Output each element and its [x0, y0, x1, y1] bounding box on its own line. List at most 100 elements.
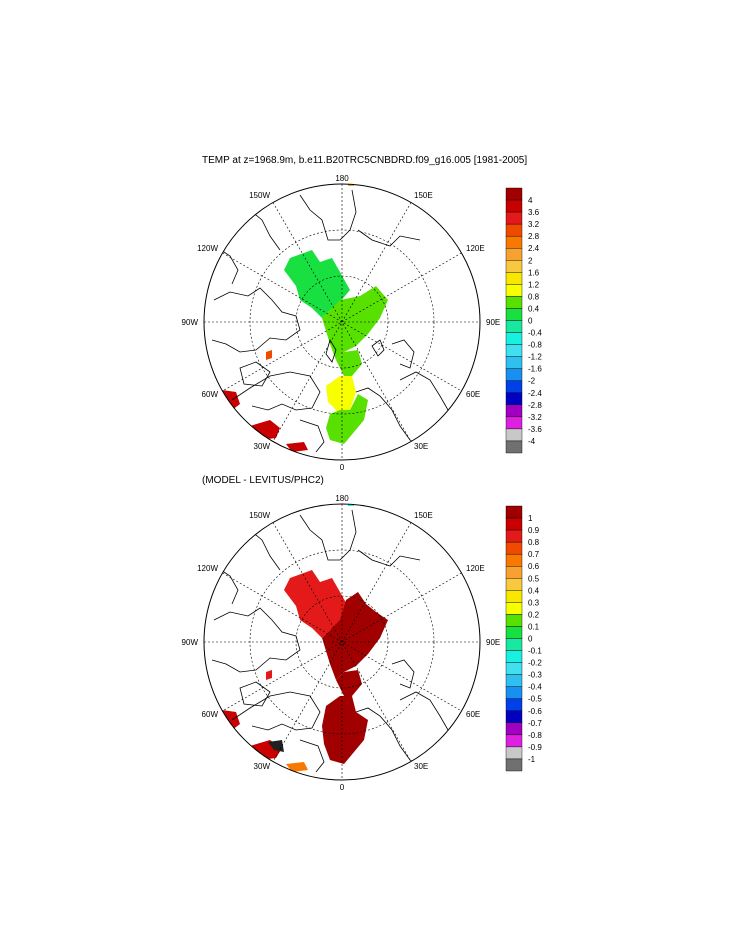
lon-label: 30E [414, 762, 428, 771]
panel1-field [211, 184, 449, 453]
lon-label: 120E [466, 244, 485, 253]
panel1-colorbar-label: 4 [528, 196, 533, 205]
panel1-colorbar-box [505, 380, 523, 393]
panel1-colorbar-box [505, 404, 523, 418]
panel1-graticule [204, 184, 480, 460]
panel2-colorbar-box [505, 566, 523, 579]
panel2-colorbar-label: 0.5 [528, 574, 540, 583]
panel1-colorbar: 4 3.6 3.2 2.8 2.4 2 1.6 1.2 0.8 0.4 0 -0.4 -0.8 -1.2 -… [505, 187, 542, 454]
field-orange-30w [286, 762, 308, 772]
panel2-colorbar-box [505, 674, 523, 687]
lon-label: 30W [254, 762, 271, 771]
lon-label: 150E [414, 511, 433, 520]
panel2-colorbar-label: 0 [528, 635, 533, 644]
panel2-colorbar-box [505, 686, 523, 699]
lon-label: 180 [335, 494, 349, 503]
panel1-map-border [203, 183, 481, 461]
panel2-colorbar-label: -0.2 [528, 659, 542, 668]
field-green-central [322, 286, 388, 360]
panel2-coastlines [211, 509, 449, 773]
panel1-colorbar-label: 3.2 [528, 220, 540, 229]
panel2-colorbar-box [505, 553, 523, 567]
panel1-colorbar-label: -2.8 [528, 401, 542, 410]
panel1-colorbar-box [505, 344, 523, 357]
lon-label: 120W [197, 244, 218, 253]
panel1-colorbar-label: 1.6 [528, 268, 540, 277]
panel2-colorbar-box [505, 602, 523, 615]
panel2-colorbar-label: -0.9 [528, 743, 542, 752]
field-cyan-top [348, 504, 354, 506]
lon-label: 60W [202, 710, 219, 719]
panel1-colorbar-label: -3.2 [528, 413, 542, 422]
panel1-colorbar-label: -1.2 [528, 353, 542, 362]
panel2-colorbar-label: 0.9 [528, 526, 540, 535]
panel1-colorbar-label: 2 [528, 256, 533, 265]
panel2-colorbar-label: 0.7 [528, 550, 540, 559]
lon-label: 0 [340, 463, 345, 472]
field-red-60w [222, 390, 240, 410]
panel1-colorbar-box [505, 235, 523, 249]
panel2-colorbar-box [505, 614, 523, 627]
panel2-colorbar: 1 0.9 0.8 0.7 0.6 0.5 0.4 0.3 0.2 0.1 0 -0.1 -0.2 -0.… [505, 505, 542, 772]
panel1-colorbar-label: 2.4 [528, 244, 540, 253]
field-orange-top [348, 184, 354, 186]
field-darkred-south [322, 696, 368, 764]
panel1-colorbar-box [505, 440, 523, 454]
panel2-colorbar-label: -0.1 [528, 647, 542, 656]
panel1-colorbar-label: 2.8 [528, 232, 540, 241]
panel2-field [211, 504, 449, 773]
field-darkred-strait [336, 670, 362, 696]
lon-label: 90W [182, 318, 199, 327]
panel2-colorbar-label: 0.6 [528, 562, 540, 571]
panel1-colorbar-label: 0.8 [528, 292, 540, 301]
panel2-lon-labels: 180 150E 120E 90E 60E 30E 0 30W 60W 90W … [182, 494, 501, 792]
panel1-colorbar-box [505, 308, 523, 321]
panel2-colorbar-box [505, 746, 523, 760]
panel1-colorbar-label: -0.8 [528, 341, 542, 350]
panel2-colorbar-label: 0.4 [528, 586, 540, 595]
panel2-colorbar-label: -0.4 [528, 683, 542, 692]
panel2-title: (MODEL - LEVITUS/PHC2) [202, 475, 324, 486]
lon-label: 90E [486, 318, 500, 327]
lon-label: 0 [340, 783, 345, 792]
panel2-colorbar-box [505, 517, 523, 531]
field-green-strait [336, 350, 362, 376]
panel2-colorbar-label: 0.3 [528, 598, 540, 607]
panel1-colorbar-box [505, 260, 523, 273]
panel1-colorbar-box [505, 416, 523, 430]
panel1-colorbar-label: -3.6 [528, 425, 542, 434]
panel1-colorbar-box [505, 368, 523, 381]
lon-label: 150W [249, 191, 270, 200]
field-green-south [326, 394, 368, 444]
panel1-colorbar-label: -4 [528, 437, 536, 446]
panel1-colorbar-box [505, 392, 523, 406]
panel2-colorbar-label: 1 [528, 514, 533, 523]
panel1-colorbar-label: -2.4 [528, 389, 542, 398]
panel1-colorbar-box [505, 356, 523, 369]
panel1-colorbar-box [505, 248, 523, 261]
panel2-colorbar-box [505, 626, 523, 639]
panel2-graticule [204, 504, 480, 780]
panel2-colorbar-box [505, 590, 523, 603]
panel2-colorbar-label: 0.1 [528, 622, 540, 631]
panel1-colorbar-label: -2 [528, 377, 536, 386]
panel1-colorbar-box [505, 320, 523, 333]
panel2-map-border [203, 503, 481, 781]
lon-label: 180 [335, 174, 349, 183]
lon-label: 120W [197, 564, 218, 573]
lon-label: 90W [182, 638, 199, 647]
panel1-colorbar-label: -0.4 [528, 329, 542, 338]
panel1-colorbar-box [505, 332, 523, 345]
panel1-colorbar-box [505, 223, 523, 237]
panel2-colorbar-box [505, 734, 523, 748]
lon-label: 60E [466, 710, 480, 719]
panel1-colorbar-box [505, 187, 523, 201]
panel2-colorbar-label: -0.7 [528, 719, 542, 728]
panel2-colorbar-label: -0.8 [528, 731, 542, 740]
panel1-lon-labels: 180 150E 120E 90E 60E 30E 0 30W 60W 90W … [182, 174, 501, 472]
field-darkred-central [322, 592, 388, 680]
panel1-colorbar-box [505, 428, 523, 442]
field-red-dot [266, 670, 272, 680]
panel1-colorbar-label: -1.6 [528, 365, 542, 374]
